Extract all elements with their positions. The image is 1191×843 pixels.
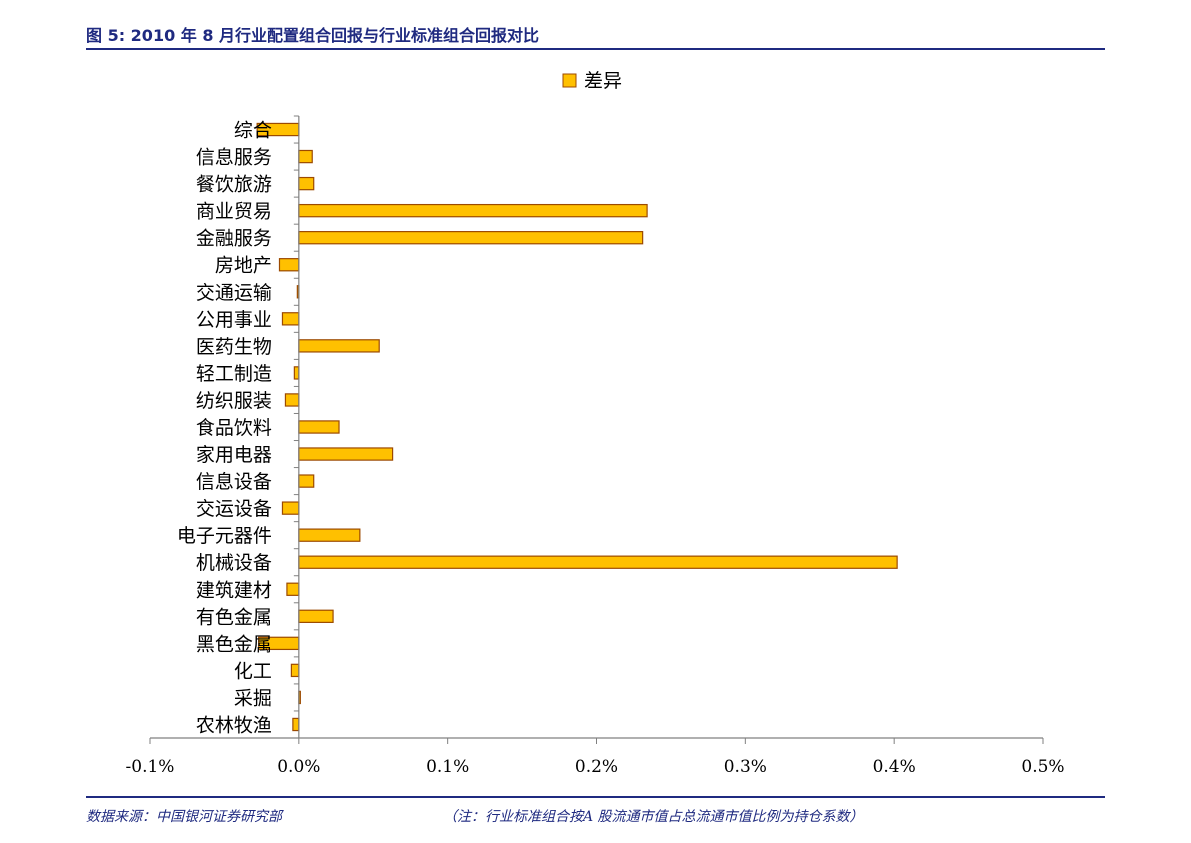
category-label: 交运设备 xyxy=(196,498,272,520)
bar-商业贸易 xyxy=(298,203,648,218)
bar-轻工制造 xyxy=(293,366,300,380)
note-text: （注：行业标准组合按A 股流通市值占总流通市值比例为持仓系数） xyxy=(443,809,864,825)
bars-group xyxy=(256,122,898,732)
category-label: 医药生物 xyxy=(196,336,272,358)
bar-电子元器件 xyxy=(298,528,361,542)
x-tick-label: 0.2% xyxy=(575,757,618,777)
bar-餐饮旅游 xyxy=(298,176,315,191)
category-label: 食品饮料 xyxy=(196,417,272,439)
legend-label: 差异 xyxy=(584,70,622,92)
x-tick-label: -0.1% xyxy=(126,757,175,777)
bar-化工 xyxy=(290,663,300,678)
source-text: 数据来源：中国银河证券研究部 xyxy=(86,809,282,825)
x-tick-label: 0.4% xyxy=(873,757,916,777)
category-label: 综合 xyxy=(234,120,272,142)
legend: 差异 xyxy=(562,70,622,92)
bar-家用电器 xyxy=(298,447,394,461)
category-label: 黑色金属 xyxy=(196,633,272,655)
category-label: 化工 xyxy=(234,660,272,682)
category-label: 房地产 xyxy=(215,255,272,277)
category-label: 餐饮旅游 xyxy=(196,174,272,196)
bar-金融服务 xyxy=(298,231,644,245)
bar-机械设备 xyxy=(298,555,898,569)
axes-group xyxy=(149,115,1044,744)
figure-title: 图 5: 2010 年 8 月行业配置组合回报与行业标准组合回报对比 xyxy=(86,26,540,45)
bar-信息服务 xyxy=(298,149,313,164)
category-label: 信息服务 xyxy=(196,147,272,169)
category-label: 机械设备 xyxy=(196,552,272,574)
category-label: 商业贸易 xyxy=(196,201,272,223)
x-tick-label: 0.5% xyxy=(1021,757,1064,777)
category-label: 家用电器 xyxy=(196,444,272,466)
category-label: 采掘 xyxy=(234,687,272,709)
bottom-rule xyxy=(86,796,1105,798)
bar-有色金属 xyxy=(298,609,334,623)
top-rule xyxy=(86,48,1105,50)
x-tick-label: 0.3% xyxy=(724,757,767,777)
category-label: 公用事业 xyxy=(196,309,272,331)
legend-swatch xyxy=(562,73,577,88)
bar-信息设备 xyxy=(298,474,315,488)
category-label: 建筑建材 xyxy=(196,579,272,601)
x-tick-label: 0.0% xyxy=(277,757,320,777)
bar-房地产 xyxy=(278,258,300,272)
category-label: 电子元器件 xyxy=(177,525,272,547)
category-label: 轻工制造 xyxy=(196,363,272,385)
bar-建筑建材 xyxy=(286,582,300,596)
x-tick-label: 0.1% xyxy=(426,757,469,777)
bar-纺织服装 xyxy=(284,393,300,407)
category-label: 金融服务 xyxy=(196,228,272,250)
bar-医药生物 xyxy=(298,339,380,353)
category-label: 信息设备 xyxy=(196,471,272,493)
bar-食品饮料 xyxy=(298,420,340,434)
bar-交运设备 xyxy=(281,501,300,515)
category-labels: 综合信息服务餐饮旅游商业贸易金融服务房地产交通运输公用事业医药生物轻工制造纺织服… xyxy=(177,120,272,737)
bar-农林牧渔 xyxy=(292,717,300,732)
category-label: 交通运输 xyxy=(196,282,272,304)
category-label: 农林牧渔 xyxy=(196,714,272,736)
bar-公用事业 xyxy=(281,312,300,326)
category-label: 有色金属 xyxy=(196,606,272,628)
category-label: 纺织服装 xyxy=(196,390,272,412)
tick-labels: -0.1% 0.0% 0.1% 0.2% 0.3% 0.4% 0.5% xyxy=(126,757,1065,777)
